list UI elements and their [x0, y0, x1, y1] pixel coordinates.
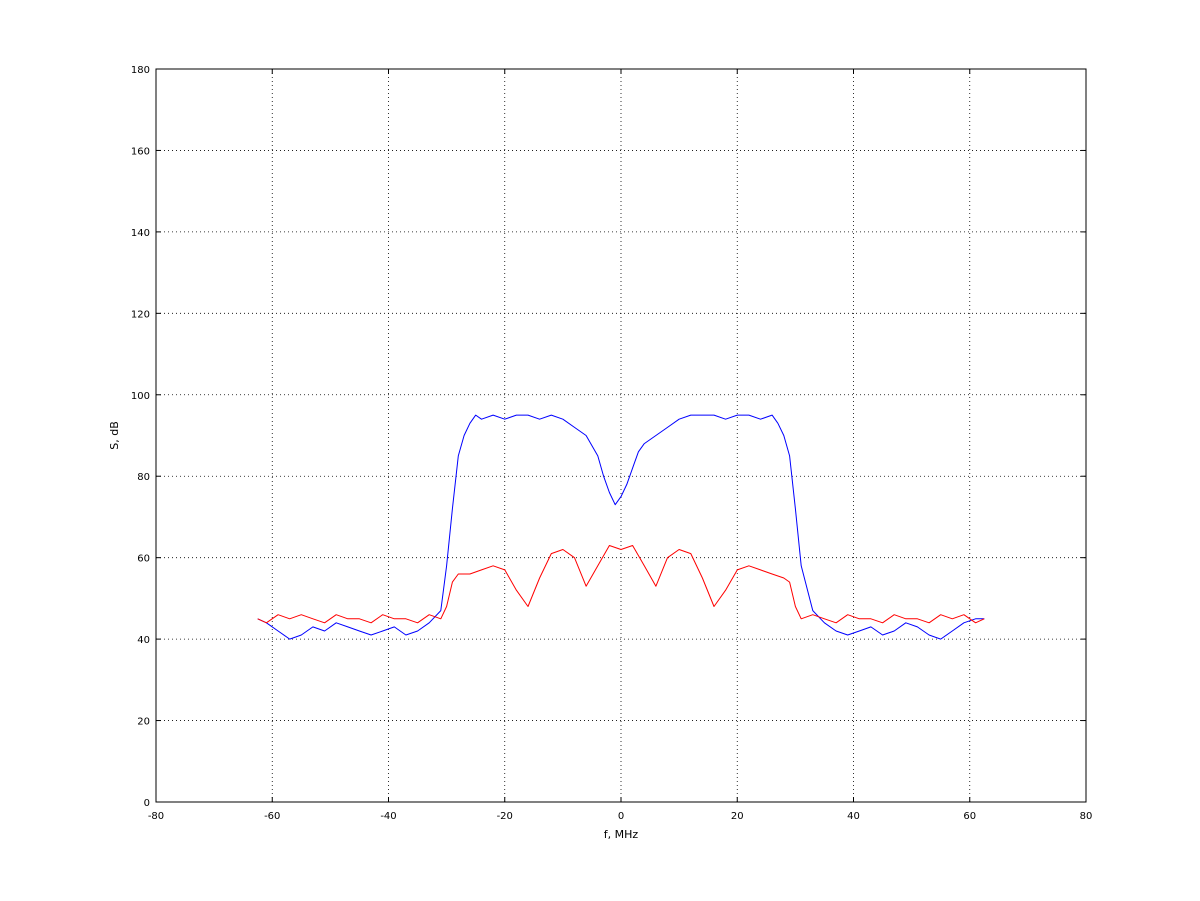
y-tick-label: 120 [131, 309, 150, 320]
x-tick-label: -80 [148, 811, 164, 822]
x-tick-label: -20 [497, 811, 513, 822]
x-tick-label: 40 [847, 811, 860, 822]
y-tick-label: 0 [144, 798, 150, 809]
y-tick-label: 40 [137, 635, 150, 646]
series-line-1 [257, 414, 985, 640]
y-tick-label: 20 [137, 717, 150, 728]
y-tick-label: 60 [137, 554, 150, 565]
y-tick-label: 140 [131, 228, 150, 239]
y-tick-label: 100 [131, 391, 150, 402]
plot-frame [155, 68, 1087, 803]
series-layer [257, 414, 985, 640]
x-tick-label: 0 [618, 811, 624, 822]
x-tick-label: 20 [731, 811, 744, 822]
series-line-2 [257, 545, 985, 624]
y-tick-label: 180 [131, 65, 150, 76]
x-tick-label: 60 [963, 811, 976, 822]
x-tick-label: -60 [264, 811, 280, 822]
x-tick-label: -40 [380, 811, 396, 822]
y-tick-label: 160 [131, 146, 150, 157]
grid [156, 69, 1086, 802]
ticks: -80 -60 -40 -20 0 20 40 60 80 0 20 40 60 80 100 120 140 1… [131, 65, 1092, 822]
x-axis-label: f, MHz [604, 828, 639, 841]
y-tick-label: 80 [137, 472, 150, 483]
x-tick-label: 80 [1080, 811, 1093, 822]
y-axis-label: S, dB [108, 421, 121, 450]
